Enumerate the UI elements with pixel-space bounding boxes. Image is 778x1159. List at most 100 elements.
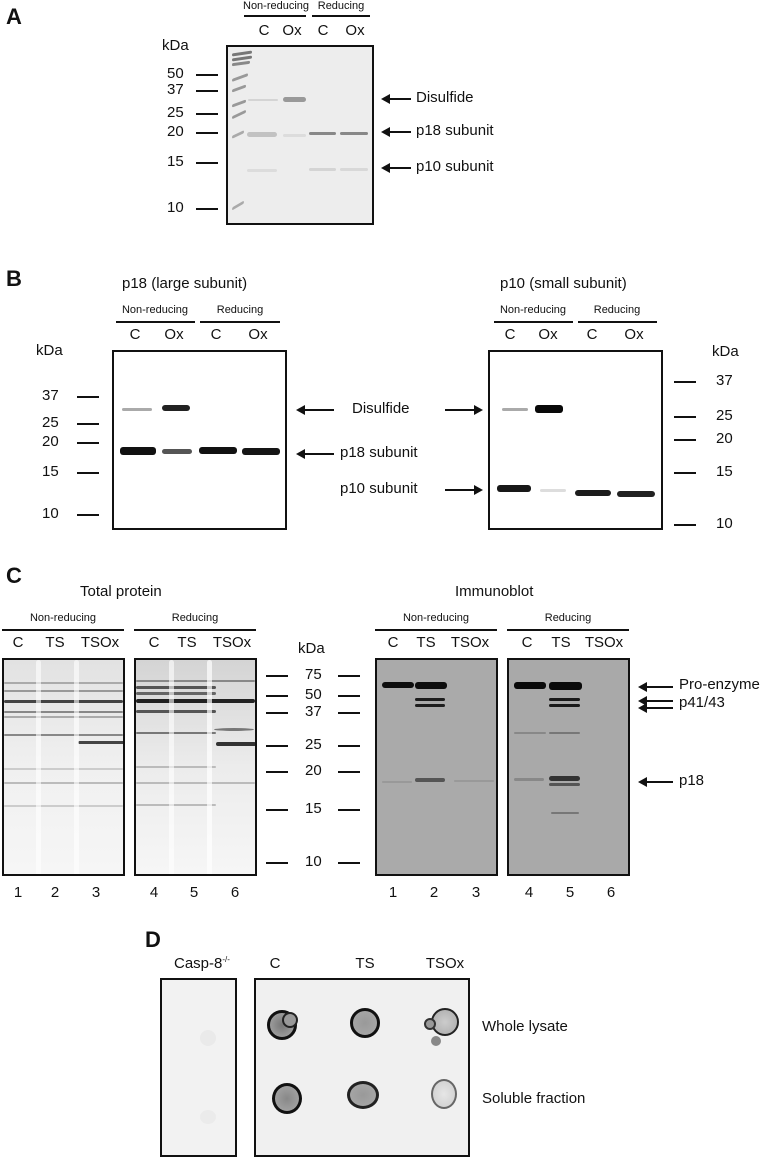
ladder-band: [232, 60, 250, 67]
dot-tsox-whole-lysate-satellite: [424, 1018, 436, 1030]
group-label-reducing: Reducing: [544, 612, 592, 624]
lane-number: 2: [429, 884, 439, 901]
lane-label: Ox: [248, 326, 268, 343]
arrow-left-icon: [638, 682, 673, 692]
marker-tick: [77, 396, 99, 398]
marker-tick: [674, 524, 696, 526]
arrow-left-icon: [296, 405, 334, 415]
band-p41: [415, 704, 445, 707]
lane-number: 4: [149, 884, 159, 901]
arrow-left-icon: [296, 449, 334, 459]
annotation-p18: p18: [679, 772, 705, 789]
ladder-band: [232, 109, 246, 120]
band: [214, 728, 254, 731]
marker-label: 20: [716, 430, 733, 447]
group-label-nonreducing: Non-reducing: [243, 0, 310, 12]
panel-letter-d: D: [145, 927, 161, 952]
band: [136, 699, 255, 703]
row-label-whole-lysate: Whole lysate: [482, 1018, 568, 1035]
marker-label: 20: [42, 433, 59, 450]
band-disulfide: [535, 405, 563, 413]
arrow-left-icon: [381, 127, 411, 137]
arrow-left-icon: [638, 777, 673, 787]
band: [4, 716, 123, 718]
group-label-reducing: Reducing: [593, 304, 641, 316]
lane-label: TSOx: [584, 634, 624, 651]
band-pro-enzyme: [514, 682, 546, 689]
marker-tick: [266, 712, 288, 714]
band-p10: [309, 168, 336, 171]
band-p10: [247, 169, 277, 172]
band-p41: [549, 704, 580, 707]
control-label: Casp-8-/-: [174, 955, 230, 972]
group-label-nonreducing: Non-reducing: [29, 612, 97, 624]
marker-label: 37: [305, 703, 322, 720]
band: [78, 741, 123, 744]
annotation-disulfide: Disulfide: [416, 89, 474, 106]
marker-tick: [77, 472, 99, 474]
control-label-text: Casp-8: [174, 955, 223, 972]
lane-number: 6: [606, 884, 616, 901]
lane-label: TSOx: [80, 634, 120, 651]
arrow-left-icon: [638, 703, 673, 713]
band-p18: [309, 132, 336, 135]
kda-unit-label: kDa: [162, 37, 189, 54]
dot-c-whole-lysate-satellite: [282, 1012, 298, 1028]
lane-label: C: [12, 634, 24, 651]
annotation-p18: p18 subunit: [340, 444, 418, 461]
band-pro-enzyme: [549, 682, 582, 690]
marker-tick: [77, 514, 99, 516]
marker-label: 10: [716, 515, 733, 532]
band-disulfide: [122, 408, 152, 411]
coomassie-gel: [226, 45, 374, 225]
band-p43: [415, 698, 445, 701]
lane-label: Ox: [164, 326, 184, 343]
marker-tick: [338, 809, 360, 811]
marker-label: 20: [305, 762, 322, 779]
marker-tick: [266, 771, 288, 773]
band-disulfide: [502, 408, 528, 411]
lane-gap: [74, 660, 79, 874]
band-disulfide: [283, 97, 306, 102]
band: [136, 692, 216, 695]
ladder-band: [232, 130, 244, 139]
marker-tick: [266, 745, 288, 747]
marker-label: 25: [305, 736, 322, 753]
marker-tick: [266, 862, 288, 864]
immunoblot-reducing: [507, 658, 630, 876]
dot-faint: [200, 1030, 216, 1046]
marker-label: 37: [716, 372, 733, 389]
column-label: TSOx: [425, 955, 465, 972]
marker-tick: [77, 423, 99, 425]
group-label-reducing: Reducing: [216, 304, 264, 316]
annotation-disulfide: Disulfide: [352, 400, 410, 417]
marker-label: 10: [42, 505, 59, 522]
group-bar: [134, 629, 256, 631]
marker-tick: [674, 439, 696, 441]
band-p18: [247, 132, 277, 137]
band: [136, 710, 216, 713]
lane-label: C: [586, 326, 598, 343]
lane-label: TS: [551, 634, 571, 651]
marker-label: 50: [167, 65, 184, 82]
band: [248, 99, 278, 101]
marker-label: 75: [305, 666, 322, 683]
band-p43: [549, 698, 580, 701]
lane-label: C: [258, 22, 270, 39]
band-p18: [514, 778, 544, 781]
annotation-p18: p18 subunit: [416, 122, 494, 139]
marker-tick: [196, 90, 218, 92]
band: [4, 768, 123, 770]
lane-number: 1: [388, 884, 398, 901]
lane-number: 2: [50, 884, 60, 901]
band-p18: [340, 132, 368, 135]
blot-title-immunoblot: Immunoblot: [455, 583, 534, 600]
marker-tick: [338, 712, 360, 714]
lane-number: 1: [13, 884, 23, 901]
dot-tsox-soluble: [431, 1079, 457, 1109]
marker-tick: [338, 695, 360, 697]
column-label: C: [269, 955, 281, 972]
band: [4, 711, 123, 713]
band-p10: [617, 491, 655, 497]
ladder-band: [232, 200, 244, 211]
